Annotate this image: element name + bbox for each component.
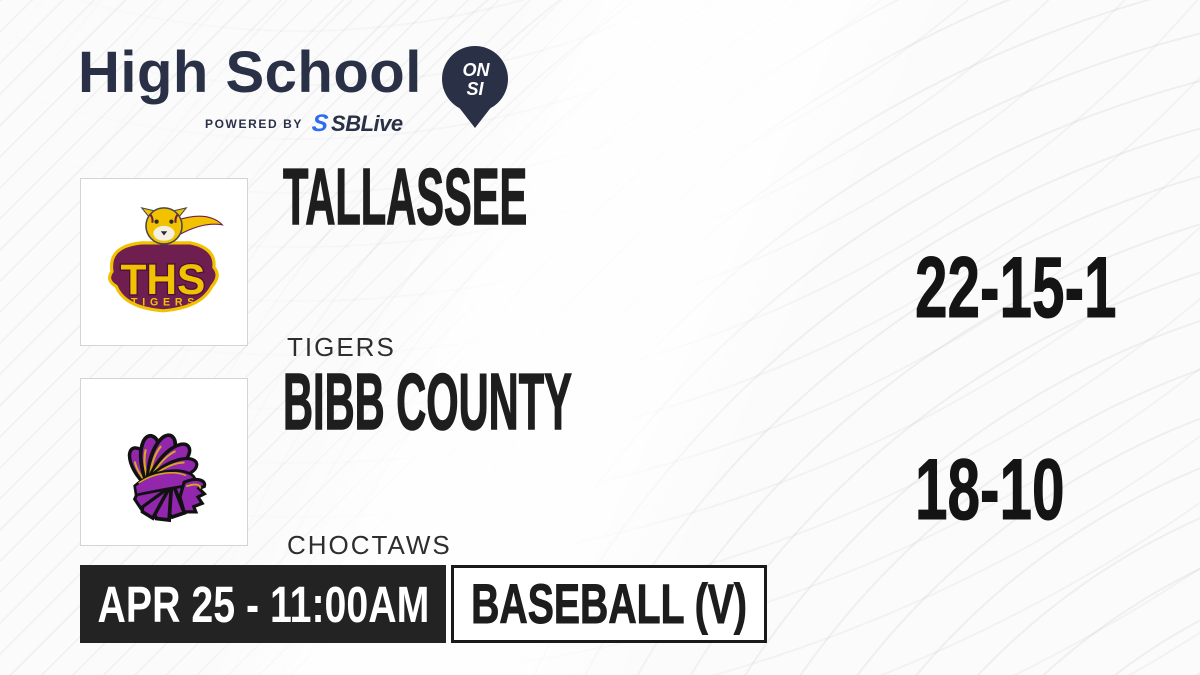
sblive-wordmark: SBLive xyxy=(331,111,403,136)
brand-wordmark: High School xyxy=(78,40,422,105)
sblive-logo: S SBLive xyxy=(310,110,403,137)
tallassee-tigers-logo: THS TIGERS xyxy=(108,207,224,313)
sport-badge: BASEBALL (V) xyxy=(451,565,767,643)
powered-by-row: POWERED BY S SBLive xyxy=(205,110,403,137)
ths-tigers-label: TIGERS xyxy=(131,297,199,309)
on-si-pin-icon: ON SI xyxy=(442,46,508,128)
team2-name: BIBB COUNTY xyxy=(283,357,573,446)
team2-mascot: CHOCTAWS xyxy=(287,530,452,560)
pin-text-si: SI xyxy=(466,79,484,99)
pin-text-on: ON xyxy=(463,60,491,80)
team2-record: 18-10 xyxy=(915,442,1065,538)
team1-record: 22-15-1 xyxy=(915,240,1117,336)
game-datetime-badge: APR 25 - 11:00AM xyxy=(80,565,446,643)
team2-logo-box xyxy=(80,378,248,546)
sport-text: BASEBALL (V) xyxy=(471,572,748,635)
sblive-bolt-icon: S xyxy=(310,110,330,137)
powered-by-label: POWERED BY xyxy=(205,117,304,131)
ths-monogram: THS xyxy=(120,256,205,303)
game-datetime-text: APR 25 - 11:00AM xyxy=(97,575,429,633)
team1-name: TALLASSEE xyxy=(283,152,528,241)
team1-logo-box: THS TIGERS xyxy=(80,178,248,346)
team1-mascot: TIGERS xyxy=(287,332,396,362)
bibb-county-choctaws-logo xyxy=(127,433,208,523)
